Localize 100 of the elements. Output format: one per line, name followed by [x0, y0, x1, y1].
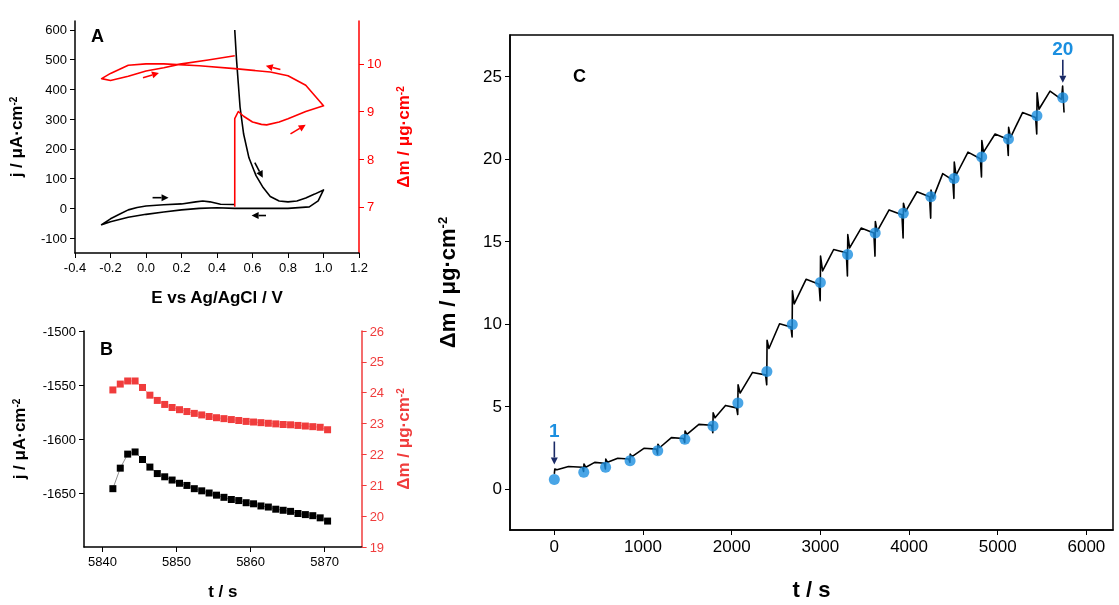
y-tick-label: 100 [45, 171, 67, 187]
y-axis-title: j / μA·cm-2 [10, 398, 29, 481]
y2-tick-label: 25 [369, 354, 385, 370]
point [168, 476, 176, 484]
x-tick-label: 1000 [624, 537, 662, 556]
point [316, 514, 324, 522]
y-axis-title: Δm / μg·cm-2 [434, 216, 460, 349]
y-tick-label: 25 [483, 66, 502, 86]
y2-tick-label: 26 [369, 323, 385, 339]
y-axis-title: j / μA·cm-2 [7, 96, 26, 179]
point [600, 461, 612, 473]
point [205, 412, 213, 420]
point [220, 415, 228, 423]
point [190, 485, 198, 493]
point [124, 450, 132, 458]
point [205, 489, 213, 497]
point [116, 380, 124, 388]
point [279, 421, 287, 428]
y-tick-label: 10 [483, 314, 502, 334]
y-tick-label: 300 [45, 111, 67, 127]
x-tick-label: 0.8 [278, 260, 298, 275]
point [257, 502, 265, 510]
y2-tick-label: 20 [369, 508, 385, 524]
y-tick-label: 400 [45, 81, 67, 97]
y-tick-label: -1600 [42, 431, 76, 447]
point [897, 207, 909, 219]
point [652, 445, 664, 457]
x-tick-label: 2000 [712, 537, 751, 556]
point [109, 386, 117, 394]
x-tick-label: 0 [549, 537, 560, 556]
y-tick-label: 15 [483, 231, 502, 251]
x-tick-label: 6000 [1067, 537, 1106, 556]
point [324, 517, 332, 525]
point [309, 423, 317, 431]
point [176, 479, 184, 487]
point [138, 456, 146, 464]
point [153, 396, 161, 404]
x-tick-label: 0.2 [172, 260, 191, 275]
point [786, 319, 798, 331]
point [220, 493, 228, 501]
point [1031, 110, 1043, 122]
point [116, 464, 124, 472]
y-tick-label: 0 [59, 200, 67, 216]
point [242, 417, 250, 425]
point [316, 423, 324, 431]
y2-tick-label: 7 [367, 199, 375, 215]
point [948, 173, 960, 185]
point [279, 506, 287, 514]
point [1057, 92, 1069, 104]
point [287, 421, 295, 429]
point [183, 408, 191, 416]
point [257, 419, 265, 427]
y2-tick-label: 9 [367, 104, 375, 120]
x-axis-title: E vs Ag/AgCl / V [151, 288, 284, 307]
point [324, 426, 332, 434]
x-tick-label: 5850 [162, 554, 192, 569]
x-tick-label: -0.2 [99, 260, 122, 275]
point [124, 377, 132, 385]
y-tick-label: 0 [492, 479, 502, 499]
point [250, 418, 258, 426]
y2-tick-label: 10 [367, 56, 382, 72]
point [272, 505, 280, 513]
y2-tick-label: 23 [369, 416, 385, 432]
x-axis-title: t / s [792, 576, 831, 602]
point [227, 416, 235, 424]
chart-title: A [91, 26, 104, 46]
point [161, 473, 169, 481]
point [161, 400, 169, 408]
y2-tick-label: 24 [369, 385, 385, 401]
y-tick-label: 20 [483, 149, 502, 169]
x-tick-label: 4000 [890, 537, 928, 556]
point [294, 421, 302, 429]
y2-tick-label: 22 [369, 446, 385, 462]
chart-title: B [100, 339, 113, 359]
point [146, 391, 154, 399]
point [732, 397, 744, 409]
point [309, 512, 317, 520]
line-series [100, 54, 325, 208]
x-tick-label: 5860 [236, 554, 266, 569]
point [131, 377, 139, 385]
x-tick-label: 5000 [978, 537, 1017, 556]
x-tick-label: 1.0 [314, 260, 333, 275]
y-tick-label: -1500 [42, 323, 76, 339]
point [925, 191, 937, 203]
point [264, 419, 272, 427]
point [869, 227, 881, 239]
point [624, 455, 636, 467]
point [146, 463, 154, 471]
y-tick-label: 5 [492, 396, 502, 416]
point [976, 151, 988, 163]
point [242, 499, 250, 507]
point [679, 433, 691, 445]
y-tick-label: -1650 [42, 485, 76, 501]
y2-axis-title: Δm / μg·cm-2 [394, 387, 413, 490]
point [814, 277, 826, 288]
point [578, 466, 590, 478]
x-axis-title: t / s [208, 582, 238, 601]
point [138, 383, 146, 391]
y2-tick-label: 21 [369, 477, 385, 493]
point [190, 409, 198, 417]
